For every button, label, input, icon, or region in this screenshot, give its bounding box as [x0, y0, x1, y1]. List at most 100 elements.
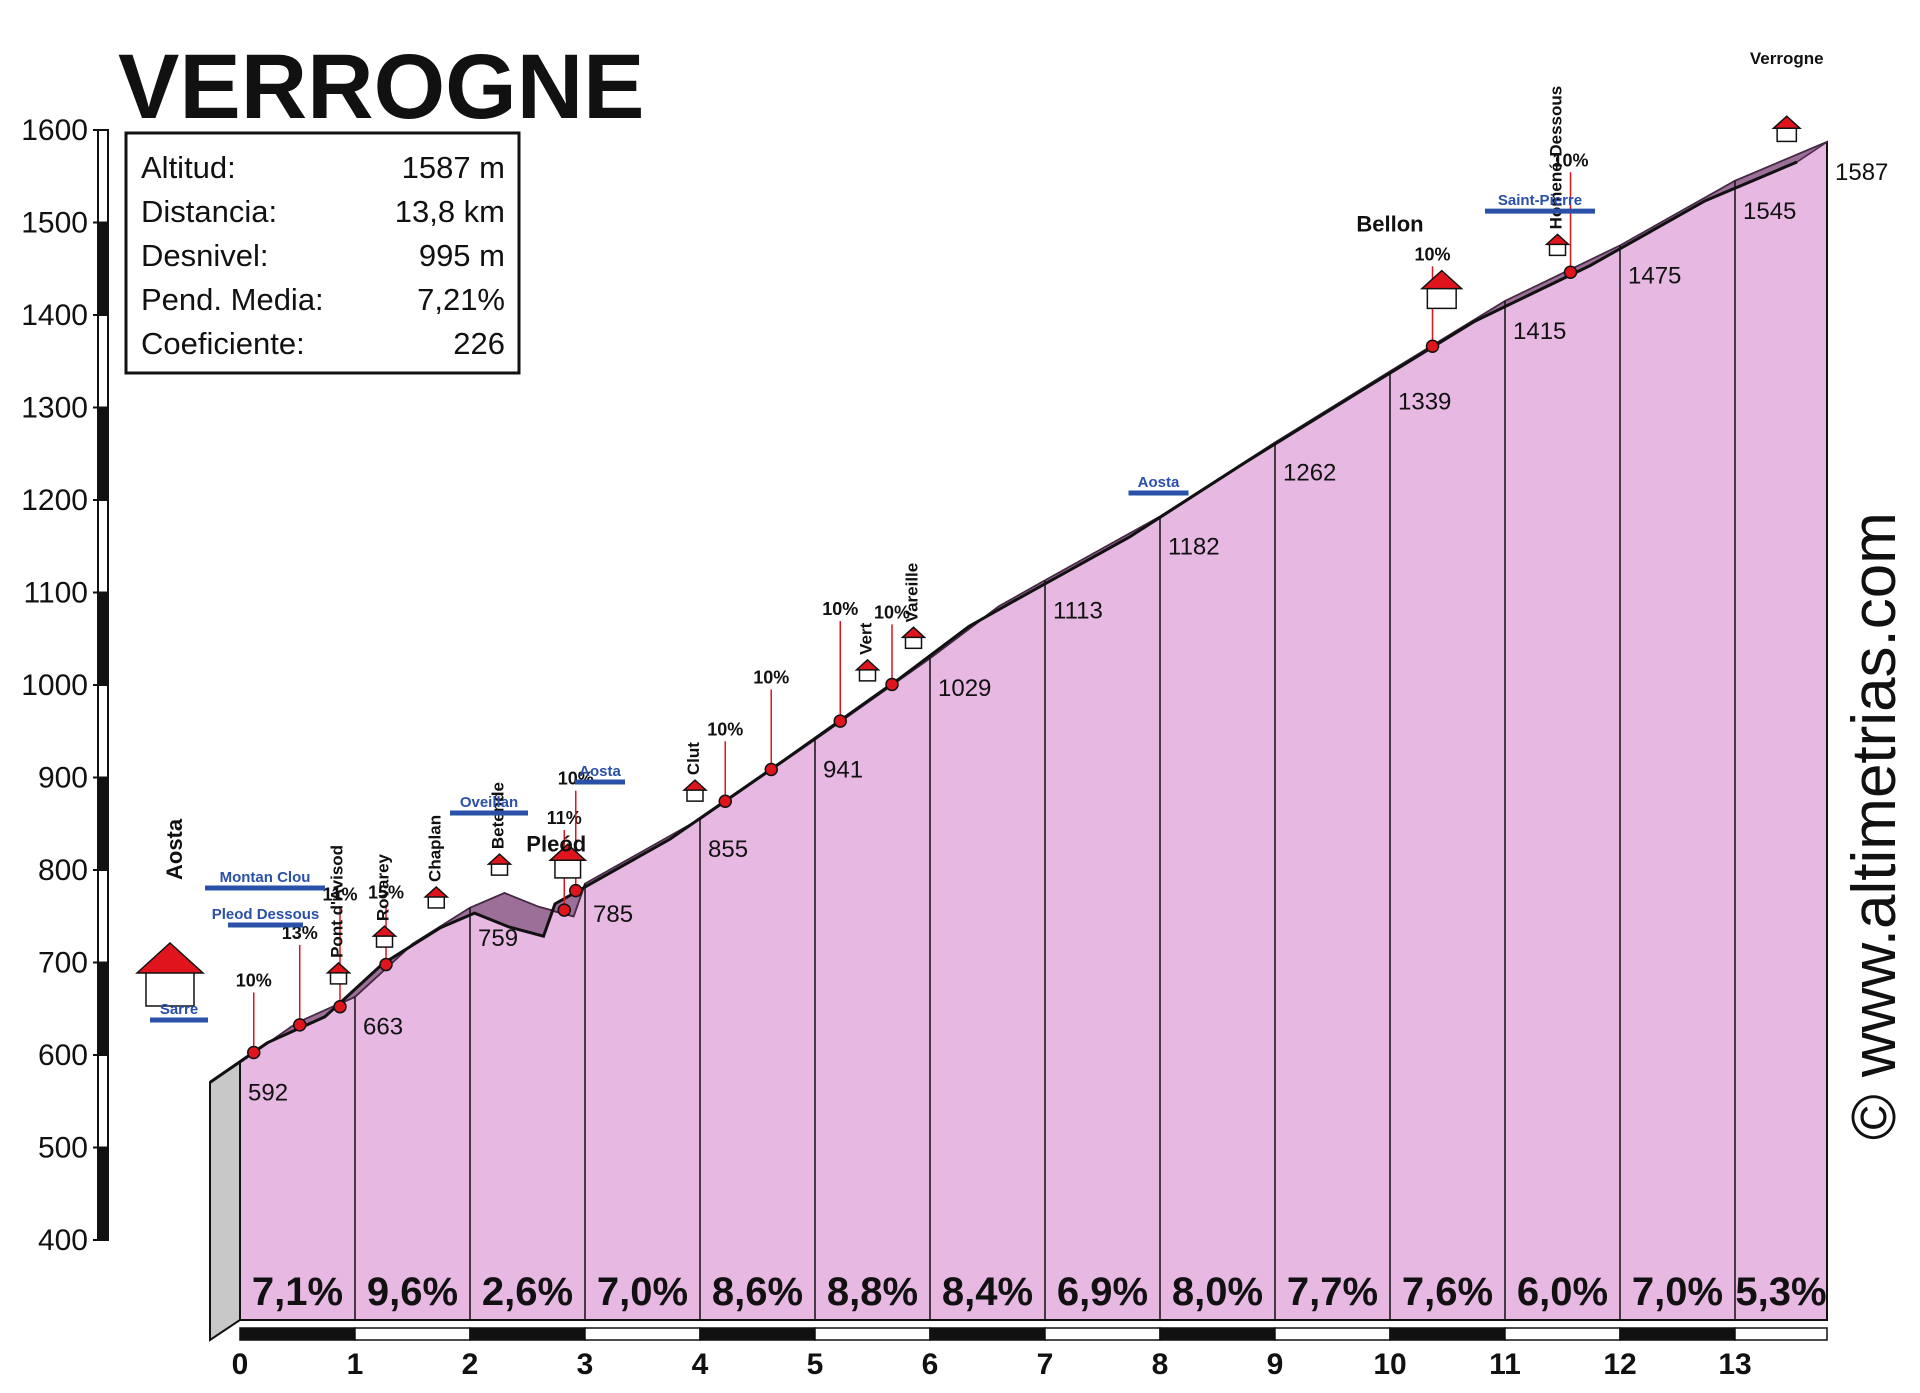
ramp-point	[379, 957, 393, 972]
x-axis-band	[469, 1327, 586, 1341]
y-tick-label: 1100	[23, 577, 88, 610]
segment-gradient-label: 6,0%	[1517, 1270, 1608, 1314]
ramp-percent-label: 10%	[1552, 150, 1588, 170]
house-wall	[1548, 242, 1567, 257]
stat-label-desnivel: Desnivel:	[141, 238, 269, 273]
km-altitude-label: 1262	[1283, 460, 1336, 487]
stat-value-altitud: 1587 m	[402, 150, 505, 185]
stat-label-altitud: Altitud:	[141, 150, 236, 185]
ramp-point	[718, 794, 732, 809]
place-label: Pont d'Avisod	[328, 845, 347, 958]
house-wall	[427, 895, 445, 909]
y-axis-band	[97, 1146, 109, 1241]
x-axis: 0 1 2 3 4 5 6 7 8 9 10 11 12 13	[232, 1327, 1828, 1381]
segment-gradient-label: 6,9%	[1057, 1270, 1148, 1314]
segment-gradient-label: 7,7%	[1287, 1270, 1378, 1314]
y-axis-band	[97, 129, 109, 224]
y-axis: 400 500 600 700 800 900 1000 1100 1200 1300 1400 15…	[21, 114, 109, 1257]
x-tick-label: 10	[1373, 1348, 1406, 1381]
y-tick-label: 1600	[21, 114, 88, 147]
ramp-point	[557, 903, 571, 917]
direction-sign-label: Montan Clou	[220, 869, 311, 886]
x-axis-band	[1159, 1327, 1276, 1341]
x-tick-label: 1	[347, 1348, 364, 1381]
y-axis-band	[97, 1054, 109, 1149]
direction-sign-label: Pleod Dessous	[212, 906, 320, 923]
ramp-percent-label: 11%	[322, 885, 357, 905]
x-tick-label: 0	[232, 1348, 249, 1381]
x-tick-label: 9	[1267, 1348, 1284, 1381]
stat-label-pendiente: Pend. Media:	[141, 282, 324, 317]
segment-gradient-label: 8,8%	[827, 1270, 918, 1314]
km-altitude-label: 1113	[1053, 597, 1103, 624]
x-tick-label: 6	[922, 1348, 939, 1381]
ramp-point	[333, 999, 347, 1014]
place-house	[325, 961, 352, 985]
house-wall	[1776, 126, 1798, 143]
stat-value-desnivel: 995 m	[419, 238, 505, 273]
house-roof	[423, 885, 450, 898]
km-altitude-label: 941	[823, 757, 863, 784]
place-label: Homené-Dessous	[1547, 86, 1566, 230]
segment-gradient-label: 7,0%	[1632, 1270, 1723, 1314]
y-tick-label: 1500	[21, 207, 88, 240]
y-axis-band	[97, 869, 109, 964]
house-roof	[486, 853, 513, 865]
house-wall	[554, 857, 582, 879]
house-roof	[548, 843, 588, 862]
town-label: Aosta	[162, 818, 187, 880]
place-house	[900, 626, 927, 650]
stat-value-pendiente: 7,21%	[417, 282, 505, 317]
km-altitude-label: 1182	[1168, 534, 1220, 561]
place-house	[682, 779, 708, 802]
km-altitude-label: 1587	[1835, 159, 1888, 186]
ramp-percent-label: 15%	[368, 883, 404, 903]
place-house	[423, 885, 450, 909]
house-roof	[854, 658, 881, 671]
x-axis-band	[699, 1327, 816, 1341]
profile-side-face	[209, 1060, 241, 1342]
y-axis-band	[97, 406, 109, 501]
x-tick-label: 4	[692, 1348, 709, 1381]
x-axis-band	[1504, 1327, 1621, 1341]
house-roof	[1771, 115, 1802, 129]
house-wall	[858, 668, 877, 682]
segment-gradient-label: 2,6%	[482, 1270, 573, 1314]
y-tick-label: 1200	[21, 484, 88, 517]
x-tick-label: 3	[577, 1348, 594, 1381]
place-label: Chaplan	[425, 815, 444, 882]
house-wall	[490, 862, 509, 876]
ramp-point	[247, 1045, 261, 1060]
stats-box: Altitud: 1587 m Distancia: 13,8 km Desni…	[124, 131, 521, 375]
stat-value-coeficiente: 226	[453, 326, 505, 361]
house-wall	[904, 635, 923, 650]
y-tick-label: 1400	[21, 299, 88, 332]
x-axis-band	[1619, 1327, 1736, 1341]
y-axis-band	[97, 961, 109, 1056]
stat-label-coeficiente: Coeficiente:	[141, 326, 305, 361]
segment-gradient-label: 8,0%	[1172, 1270, 1263, 1314]
x-tick-label: 13	[1718, 1348, 1751, 1381]
x-axis-band	[1734, 1327, 1828, 1341]
place-label: Rovarey	[374, 853, 393, 921]
x-axis-band	[1044, 1327, 1161, 1341]
x-axis-band	[1389, 1327, 1506, 1341]
house-wall	[145, 969, 195, 1007]
x-tick-label: 11	[1489, 1348, 1521, 1381]
y-tick-label: 1000	[21, 669, 88, 702]
stat-label-distancia: Distancia:	[141, 194, 277, 229]
y-axis-band	[97, 591, 109, 686]
town-house	[1420, 269, 1464, 310]
annotations: 10%13%11% 15%11%10%10%10%10% 10%10%10%Pont…	[135, 49, 1824, 1060]
house-roof	[1420, 269, 1464, 290]
ramp-point	[569, 883, 583, 898]
x-tick-label: 7	[1037, 1348, 1054, 1381]
x-axis-band	[354, 1327, 471, 1341]
town-house	[1771, 115, 1802, 143]
ramp-percent-label: 10%	[822, 599, 858, 619]
x-tick-label: 12	[1603, 1348, 1636, 1381]
y-axis-band	[97, 499, 109, 594]
house-roof	[1544, 233, 1571, 246]
